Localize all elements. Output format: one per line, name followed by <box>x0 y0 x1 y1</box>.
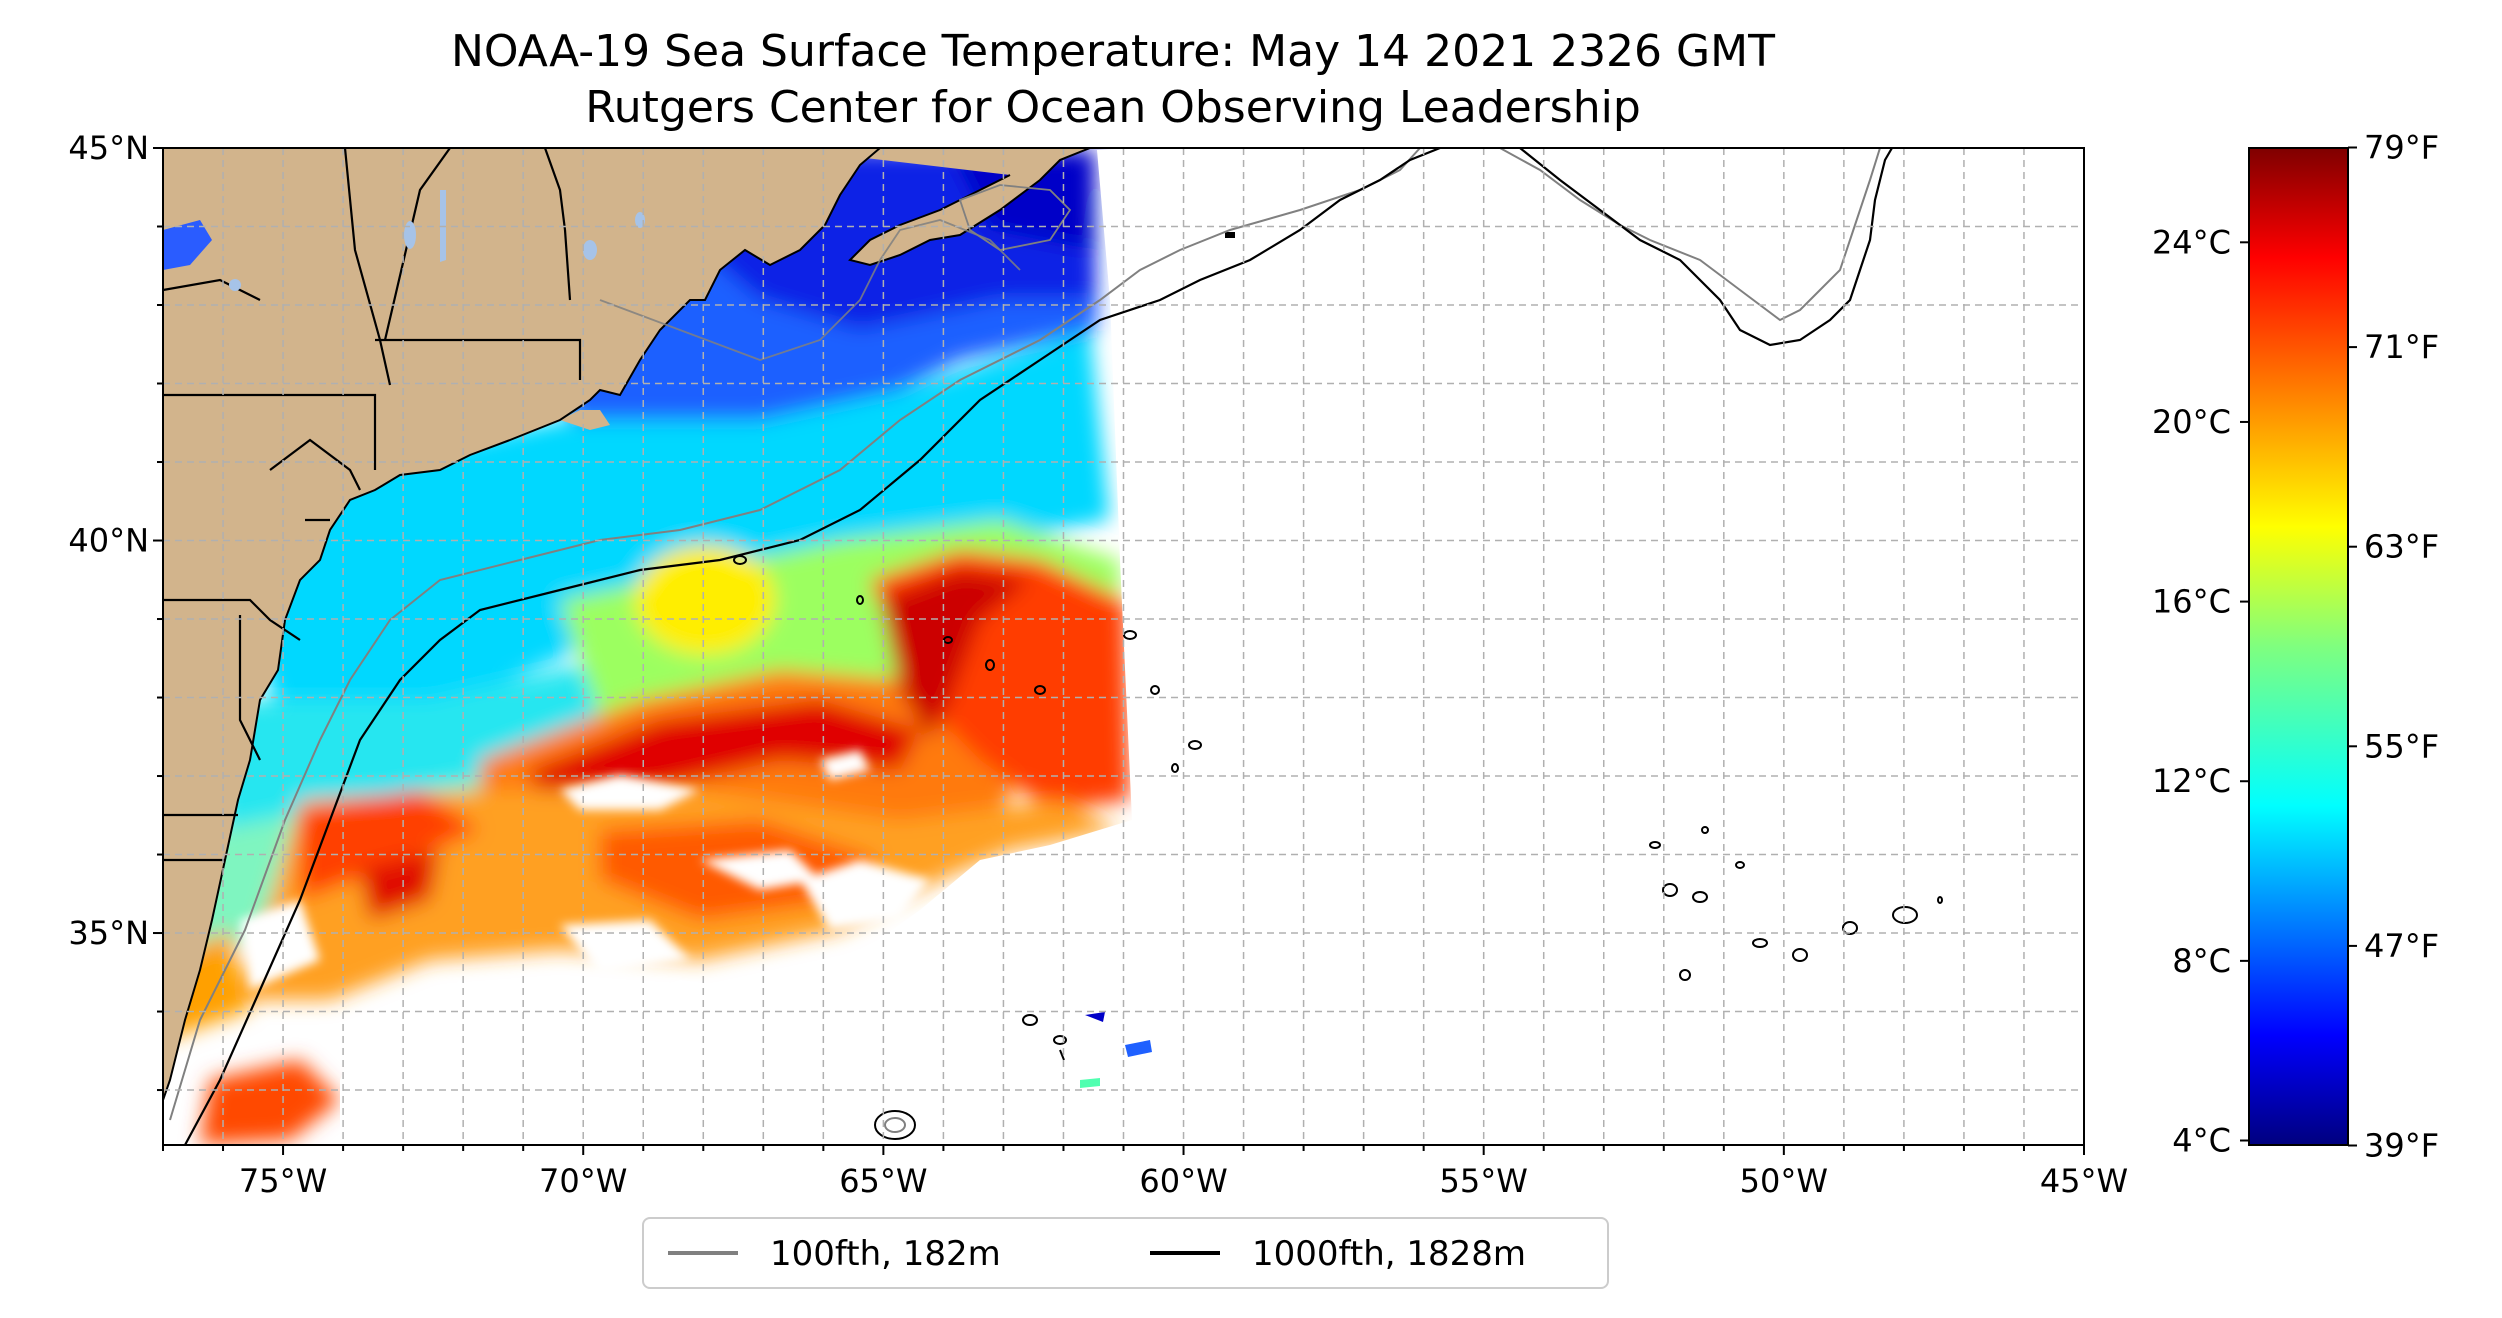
lat-tick-label: 40°N <box>68 522 149 560</box>
isobath-1000fth <box>184 148 1441 1145</box>
lon-tick-label: 70°W <box>539 1162 627 1200</box>
colorbar-fahrenheit-label: 47°F <box>2364 927 2439 965</box>
colorbar-fahrenheit-label: 71°F <box>2364 328 2439 366</box>
colorbar-gradient <box>2248 147 2349 1146</box>
legend-label-100fth: 100fth, 182m <box>770 1234 1001 1274</box>
colorbar-fahrenheit-labels: 79°F 71°F 63°F 55°F 47°F 39°F <box>2364 129 2439 1165</box>
colorbar-celsius-label: 24°C <box>2152 223 2231 261</box>
state-borders <box>163 148 582 862</box>
colorbar-celsius-labels: 24°C 20°C 16°C 12°C 8°C 4°C <box>2152 223 2231 1159</box>
figure-title: NOAA-19 Sea Surface Temperature: May 14 … <box>451 26 1775 77</box>
lon-tick-label: 50°W <box>1740 1162 1828 1200</box>
colorbar: 24°C 20°C 16°C 12°C 8°C 4°C 79°F 71°F 63°F 55°F 4… <box>2152 129 2439 1165</box>
lon-tick-label: 75°W <box>239 1162 327 1200</box>
colorbar-celsius-label: 8°C <box>2172 942 2231 980</box>
axis-ticks <box>153 147 2085 1155</box>
gridlines <box>163 148 2084 1145</box>
colorbar-celsius-label: 12°C <box>2152 762 2231 800</box>
figure-subtitle: Rutgers Center for Ocean Observing Leade… <box>585 82 1641 133</box>
lon-labels: 75°W 70°W 65°W 60°W 55°W 50°W 45°W <box>239 1162 2128 1200</box>
colorbar-celsius-label: 16°C <box>2152 583 2231 621</box>
lon-tick-label: 65°W <box>839 1162 927 1200</box>
isobath-100fth <box>169 148 1421 1121</box>
colorbar-fahrenheit-label: 39°F <box>2364 1126 2439 1164</box>
map-panel <box>163 148 2084 1145</box>
legend-box <box>642 1217 1609 1289</box>
seamounts <box>733 555 1943 1140</box>
lat-tick-label: 35°N <box>68 914 149 952</box>
land <box>163 148 1235 1100</box>
legend: 100fth, 182m 1000fth, 1828m <box>642 1217 1609 1289</box>
colorbar-fahrenheit-label: 55°F <box>2364 727 2439 765</box>
colorbar-celsius-label: 4°C <box>2172 1122 2231 1160</box>
legend-label-1000fth: 1000fth, 1828m <box>1252 1234 1526 1274</box>
colorbar-fahrenheit-label: 79°F <box>2364 129 2439 167</box>
lon-tick-label: 60°W <box>1139 1162 1227 1200</box>
lon-tick-label: 45°W <box>2040 1162 2128 1200</box>
colorbar-fahrenheit-label: 63°F <box>2364 528 2439 566</box>
colorbar-celsius-label: 20°C <box>2152 403 2231 441</box>
lat-labels: 45°N 40°N 35°N <box>68 129 149 952</box>
lon-tick-label: 55°W <box>1440 1162 1528 1200</box>
lat-tick-label: 45°N <box>68 129 149 167</box>
colorbar-ticks <box>2240 146 2357 1147</box>
